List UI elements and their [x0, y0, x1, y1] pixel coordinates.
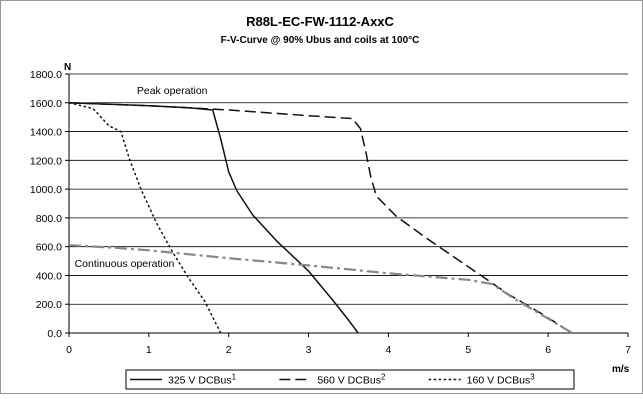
y-tick-label: 200.0	[36, 299, 62, 311]
y-tick-label: 0.0	[47, 328, 62, 340]
legend-box	[125, 369, 575, 390]
x-tick-label: 2	[226, 344, 232, 356]
x-tick-label: 6	[545, 344, 551, 356]
y-tick-label: 400.0	[36, 270, 62, 282]
grid-lines	[69, 73, 628, 305]
legend-label-2: 160 V DCBus3	[467, 373, 536, 387]
y-tick-label: 1200.0	[30, 155, 62, 167]
series-line-1	[68, 102, 573, 334]
legend-label-1: 560 V DCBus2	[317, 373, 386, 387]
y-tick-label: 1600.0	[30, 98, 62, 110]
x-tick-label: 7	[625, 344, 631, 356]
y-tick-label: 1400.0	[30, 127, 62, 139]
y-tick-label: 1000.0	[30, 184, 62, 196]
x-axis-label: m/s	[612, 364, 630, 375]
annotation-label-1: Continuous operation	[75, 258, 175, 270]
x-tick-label: 1	[146, 344, 152, 356]
y-tick-label: 800.0	[36, 213, 62, 225]
axes: 0.0 200.0 400.0 600.0 800.0 1000.0 1200.0 1400.…	[30, 69, 631, 356]
x-tick-label: 0	[66, 344, 72, 356]
x-tick-label: 3	[306, 344, 312, 356]
y-tick-label: 600.0	[36, 242, 62, 254]
x-tick-label: 5	[465, 344, 471, 356]
series-lines	[68, 102, 573, 334]
legend: 325 V DCBus1 560 V DCBus2 160 V DCBus3	[125, 369, 575, 390]
x-tick-label: 4	[386, 344, 392, 356]
chart-subtitle: F-V-Curve @ 90% Ubus and coils at 100°C	[221, 35, 420, 46]
annotation-label-0: Peak operation	[137, 85, 208, 97]
series-line-3	[68, 244, 573, 334]
y-axis-label: N	[64, 62, 71, 73]
legend-superscript-1: 2	[381, 373, 386, 382]
legend-superscript-0: 1	[232, 373, 237, 382]
series-line-2	[68, 102, 222, 334]
y-tick-label: 1800.0	[30, 69, 62, 81]
annotations: Peak operation Continuous operation	[75, 85, 208, 270]
legend-superscript-2: 3	[530, 373, 535, 382]
chart-title: R88L-EC-FW-1112-AxxC	[246, 14, 394, 29]
legend-label-0: 325 V DCBus1	[168, 373, 237, 387]
